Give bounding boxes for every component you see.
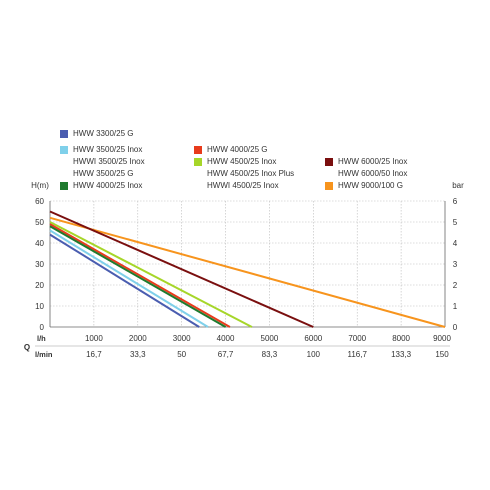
y-tick-label-left: 60: [35, 197, 44, 206]
legend-label: HWWI 3500/25 Inox: [73, 157, 145, 166]
y-tick-label-left: 50: [35, 218, 44, 227]
y-axis-title-left: H(m): [31, 181, 49, 190]
x-tick-label-lh: 6000: [304, 334, 322, 343]
legend-label: HWW 4500/25 Inox Plus: [207, 169, 295, 178]
y-tick-label-right: 2: [453, 281, 458, 290]
x-tick-label-lmin: 83,3: [262, 350, 278, 359]
x-tick-label-lmin: 50: [177, 350, 186, 359]
legend-label: HWW 3300/25 G: [73, 129, 134, 138]
x-tick-label-lh: 7000: [348, 334, 366, 343]
legend-label: HWW 4500/25 Inox: [207, 157, 277, 166]
y-tick-label-left: 0: [40, 323, 45, 332]
x-tick-label-lh: 1000: [85, 334, 103, 343]
legend-label: HWW 9000/100 G: [338, 181, 403, 190]
x-tick-label-lmin: 100: [307, 350, 321, 359]
x-tick-label-lh: 3000: [173, 334, 191, 343]
series-line: [49, 223, 231, 328]
y-tick-label-right: 3: [453, 260, 458, 269]
x-tick-label-lmin: 33,3: [130, 350, 146, 359]
x-tick-label-lh: 4000: [217, 334, 235, 343]
series-line: [49, 225, 227, 328]
y-tick-label-right: 5: [453, 218, 458, 227]
y-tick-label-right: 1: [453, 302, 458, 311]
legend-swatch: [325, 182, 333, 190]
legend-label: HWWI 4500/25 Inox: [207, 181, 279, 190]
x-tick-label-lmin: 133,3: [391, 350, 412, 359]
x-row1-unit: l/h: [37, 334, 46, 343]
legend-label: HWW 3500/25 Inox: [73, 145, 143, 154]
legend-swatch: [194, 158, 202, 166]
y-tick-label-right: 6: [453, 197, 458, 206]
y-tick-label-right: 4: [453, 239, 458, 248]
x-tick-label-lmin: 150: [435, 350, 449, 359]
x-row2-unit: l/min: [35, 350, 53, 359]
x-tick-label-lh: 9000: [433, 334, 451, 343]
x-tick-label-lmin: 16,7: [86, 350, 102, 359]
legend-label: HWW 6000/25 Inox: [338, 157, 408, 166]
y-tick-label-right: 0: [453, 323, 458, 332]
x-tick-label-lh: 2000: [129, 334, 147, 343]
x-axis-q-label: Q: [24, 343, 30, 352]
series-line: [49, 221, 253, 328]
x-tick-label-lh: 8000: [392, 334, 410, 343]
legend-swatch: [60, 146, 68, 154]
x-tick-label-lh: 5000: [261, 334, 279, 343]
legend-swatch: [60, 182, 68, 190]
series-line: [49, 233, 200, 328]
legend-label: HWW 4000/25 G: [207, 145, 268, 154]
legend-swatch: [60, 130, 68, 138]
legend-label: HWW 4000/25 Inox: [73, 181, 143, 190]
y-tick-label-left: 30: [35, 260, 44, 269]
legend-swatch: [194, 146, 202, 154]
x-tick-label-lmin: 67,7: [218, 350, 234, 359]
y-axis-title-right: bar: [452, 181, 464, 190]
y-tick-label-left: 20: [35, 281, 44, 290]
series-line: [49, 216, 446, 328]
legend-label: HWW 3500/25 G: [73, 169, 134, 178]
legend-swatch: [325, 158, 333, 166]
series-line: [49, 229, 209, 328]
y-tick-label-left: 10: [35, 302, 44, 311]
legend-label: HWW 6000/50 Inox: [338, 169, 408, 178]
y-tick-label-left: 40: [35, 239, 44, 248]
series-line: [49, 210, 314, 328]
x-tick-label-lmin: 116,7: [348, 350, 368, 359]
